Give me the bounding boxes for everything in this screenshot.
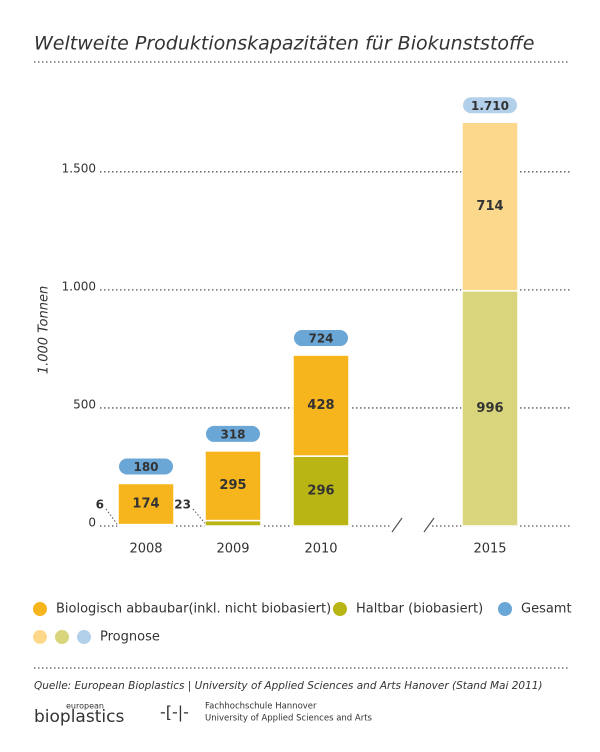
x-tick-label: 2010 bbox=[304, 542, 337, 557]
value-label: 714 bbox=[476, 199, 503, 214]
total-pill bbox=[206, 425, 260, 442]
total-pill bbox=[119, 458, 173, 475]
logo-mark: -[-|- bbox=[160, 703, 189, 722]
x-tick-label: 2008 bbox=[129, 542, 162, 557]
bar-segment bbox=[204, 519, 262, 527]
logo-text: University of Applied Sciences and Arts bbox=[205, 714, 373, 724]
value-label: 295 bbox=[219, 478, 246, 493]
value-label: 428 bbox=[307, 398, 334, 413]
bar-segment bbox=[204, 450, 262, 522]
total-pill bbox=[294, 330, 348, 347]
value-label: 296 bbox=[307, 484, 334, 499]
value-label: 996 bbox=[476, 401, 503, 416]
total-label: 180 bbox=[133, 460, 158, 474]
chart-title: Weltweite Produktionskapazitäten für Bio… bbox=[34, 33, 534, 55]
legend-marker bbox=[333, 602, 347, 616]
value-label: 174 bbox=[132, 497, 159, 512]
bar-segment bbox=[117, 482, 175, 526]
logo-text: bioplastics bbox=[34, 707, 124, 727]
legend-marker bbox=[33, 630, 47, 644]
x-tick-label: 2009 bbox=[216, 542, 249, 557]
source: Quelle: European Bioplastics | Universit… bbox=[34, 680, 543, 692]
y-axis-label: 1.000 Tonnen bbox=[37, 286, 52, 374]
total-label: 318 bbox=[220, 427, 245, 441]
logo-text: Fachhochschule Hannover bbox=[205, 702, 317, 712]
total-label: 1.710 bbox=[471, 99, 509, 113]
leader-line bbox=[192, 508, 206, 524]
legend-label: Prognose bbox=[100, 630, 160, 645]
value-label: 23 bbox=[174, 498, 191, 512]
y-tick-label: 500 bbox=[73, 397, 96, 411]
value-label: 6 bbox=[96, 498, 104, 512]
legend-marker bbox=[77, 630, 91, 644]
total-pill bbox=[463, 97, 517, 114]
legend-marker bbox=[33, 602, 47, 616]
bar-segment bbox=[461, 290, 519, 527]
y-tick-label: 1.000 bbox=[62, 279, 96, 293]
logo-text: european bbox=[66, 702, 104, 711]
legend-label: Biologisch abbaubar(inkl. nicht biobasie… bbox=[56, 602, 331, 617]
legend-marker bbox=[498, 602, 512, 616]
legend-marker bbox=[55, 630, 69, 644]
x-tick-label: 2015 bbox=[473, 542, 506, 557]
legend-label: Gesamt bbox=[521, 602, 572, 617]
bar-segment bbox=[461, 121, 519, 292]
legend-label: Haltbar (biobasiert) bbox=[356, 602, 483, 617]
y-tick-label: 0 bbox=[88, 516, 96, 530]
axis-break bbox=[423, 517, 435, 533]
bar-segment bbox=[292, 354, 350, 457]
total-label: 724 bbox=[308, 332, 333, 346]
leader-line bbox=[105, 508, 119, 526]
y-tick-label: 1.500 bbox=[62, 161, 96, 175]
axis-break bbox=[391, 517, 403, 533]
